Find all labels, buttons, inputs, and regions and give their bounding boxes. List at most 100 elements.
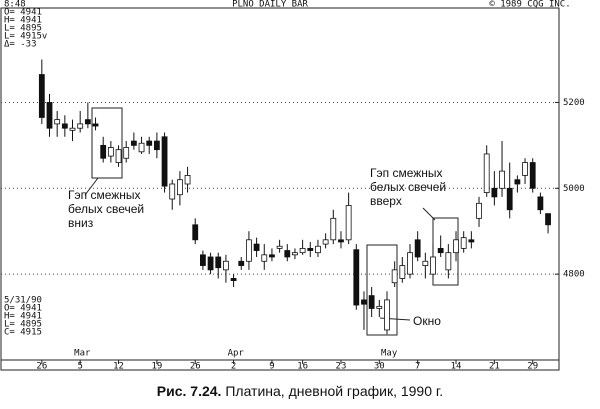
x-tick-label: 5 xyxy=(77,362,82,372)
y-tick-label: 5000 xyxy=(563,184,585,194)
annotation-up: Гэп смежных белых свечей вверх xyxy=(370,166,446,208)
candle-body xyxy=(69,127,76,131)
header-line: L= 4895 xyxy=(4,24,42,34)
candle-body xyxy=(368,295,375,309)
candle-body xyxy=(276,245,283,249)
x-tick-label: 21 xyxy=(489,362,500,372)
candle-body xyxy=(61,123,68,129)
candle-body xyxy=(468,239,475,243)
candle-body xyxy=(169,183,176,200)
candle-body xyxy=(115,149,122,163)
month-label: Apr xyxy=(228,349,245,359)
candle-body xyxy=(246,239,252,262)
annotation-shapes xyxy=(84,107,459,336)
x-tick-label: 19 xyxy=(151,362,162,372)
candle-body xyxy=(430,256,436,275)
candle-body xyxy=(146,140,153,146)
plot-frame xyxy=(0,7,560,371)
x-tick-label: 9 xyxy=(269,362,274,372)
candle-body xyxy=(200,254,206,266)
candle-body xyxy=(499,170,505,189)
candle-body xyxy=(476,202,482,219)
candle-body xyxy=(292,252,298,256)
candle-body xyxy=(514,179,521,185)
candle-body xyxy=(184,175,191,185)
candle-body xyxy=(460,237,467,249)
x-tick-label: 26 xyxy=(190,362,201,372)
header-line: L= 4915v xyxy=(4,32,47,42)
candle-body xyxy=(330,217,337,241)
annotation-line: Гэп смежных xyxy=(370,166,443,180)
annotation-line: белых свечей xyxy=(68,202,144,216)
annotation-line: Гэп смежных xyxy=(68,188,141,202)
annotation-line: белых свечей xyxy=(370,180,446,194)
month-label: Mar xyxy=(74,349,91,359)
candle-body xyxy=(84,119,91,125)
footer-line: H= 4941 xyxy=(4,312,42,322)
candle-body xyxy=(107,147,114,157)
candle-body xyxy=(307,247,314,251)
candle-body xyxy=(38,74,45,118)
candle-body xyxy=(153,140,160,151)
candle-body xyxy=(545,213,551,226)
annotation-down: Гэп смежных белых свечей вниз xyxy=(68,188,144,230)
candle-body xyxy=(529,162,536,189)
candle-body xyxy=(54,119,61,125)
x-tick-label: 30 xyxy=(374,362,385,372)
annotation-line: вниз xyxy=(68,216,94,230)
candle-body xyxy=(161,136,168,187)
candle-body xyxy=(176,179,183,196)
candle-body xyxy=(384,299,390,331)
candle-body xyxy=(207,256,214,271)
footer-line: 5/31/90 xyxy=(4,296,42,306)
candle-body xyxy=(215,256,222,269)
candle-body xyxy=(315,245,321,254)
candle-body xyxy=(445,252,452,271)
caption-label: Рис. 7.24. xyxy=(157,383,222,399)
x-tick-label: 26 xyxy=(36,362,47,372)
candle-body xyxy=(522,162,528,176)
month-label: May xyxy=(381,349,398,359)
candle-body xyxy=(399,265,406,279)
candle-body xyxy=(453,239,459,254)
candle-body xyxy=(223,260,229,271)
candle-body xyxy=(123,147,130,159)
candle-body xyxy=(299,247,306,254)
y-tick-label: 5200 xyxy=(563,98,585,108)
candle-body xyxy=(269,254,275,258)
x-tick-label: 12 xyxy=(113,362,124,372)
caption: Рис. 7.24. Платина, дневной график, 1990… xyxy=(157,383,443,399)
annotation-line: вверх xyxy=(370,194,402,208)
footer-line: C= 4915 xyxy=(4,328,42,338)
x-tick-label: 23 xyxy=(336,362,347,372)
candle-body xyxy=(77,123,84,129)
candle-body xyxy=(192,224,199,241)
candle-body xyxy=(437,247,444,254)
candle-body xyxy=(491,187,498,198)
header-line: 8:48 xyxy=(4,0,26,10)
copyright: © 1989 CQG INC. xyxy=(489,0,570,10)
y-tick-label: 4800 xyxy=(563,270,585,280)
x-tick-label: 29 xyxy=(527,362,538,372)
candle-body xyxy=(46,102,53,129)
header-line: Δ= -33 xyxy=(4,40,37,50)
candle-body xyxy=(537,196,544,211)
candle-body xyxy=(422,260,429,266)
candle-body xyxy=(506,187,513,211)
candle-body xyxy=(407,252,413,275)
chart-title: PLNO DAILY BAR xyxy=(232,0,308,10)
candle-body xyxy=(261,254,268,262)
candle-body xyxy=(414,239,421,258)
x-tick-label: 14 xyxy=(451,362,462,372)
candle-body xyxy=(338,239,344,243)
candle-body xyxy=(130,140,137,146)
caption-text: Платина, дневной график, 1990 г. xyxy=(225,383,443,399)
header-line: H= 4941 xyxy=(4,16,42,26)
annotation-window: Окно xyxy=(413,314,441,328)
candle-body xyxy=(92,123,99,127)
candle-body xyxy=(138,142,145,153)
candle-body xyxy=(376,305,383,309)
header-line: O= 4941 xyxy=(4,8,42,18)
candle-body xyxy=(253,243,260,251)
